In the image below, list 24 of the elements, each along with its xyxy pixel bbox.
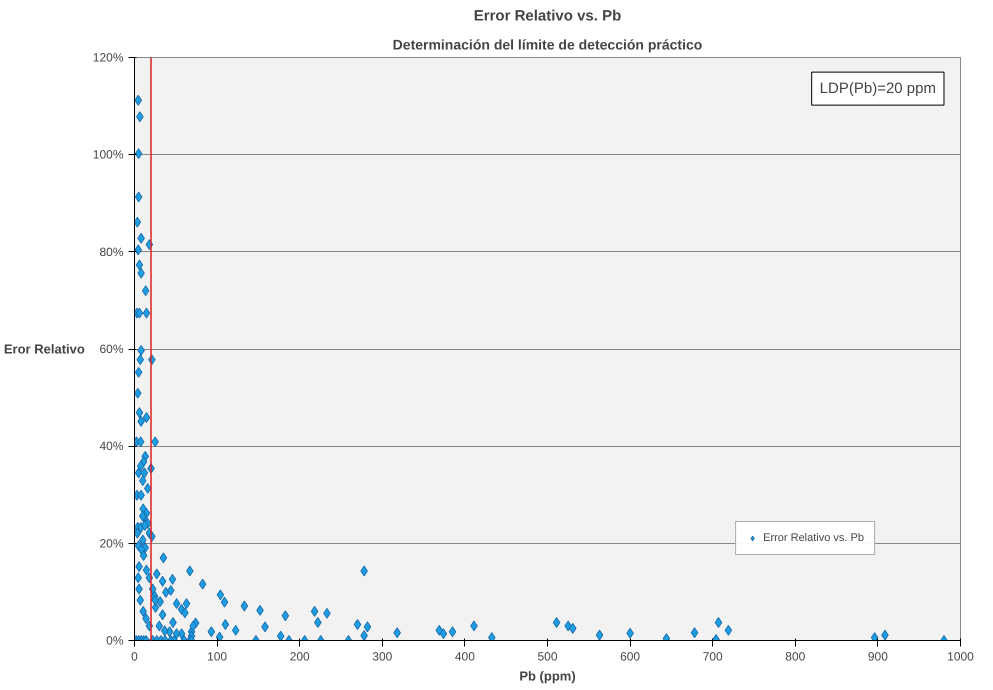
- chart-title: Error Relativo vs. Pb: [474, 8, 622, 24]
- y-tick-label: 120%: [92, 50, 124, 64]
- x-tick-label: 300: [372, 650, 393, 664]
- x-tick-label: 900: [868, 650, 888, 664]
- y-tick-label: 0%: [106, 634, 124, 648]
- annotation: LDP(Pb)=20 ppm: [820, 80, 936, 98]
- x-axis-title: Pb (ppm): [519, 668, 576, 684]
- y-tick-label: 60%: [99, 342, 124, 356]
- y-tick-label: 20%: [99, 536, 124, 550]
- y-tick-label: 100%: [92, 148, 124, 162]
- x-tick-label: 1000: [947, 650, 974, 664]
- y-tick-label: 40%: [99, 439, 124, 454]
- x-tick-label: 100: [207, 650, 228, 664]
- x-tick-label: 500: [537, 650, 558, 664]
- x-tick-label: 800: [785, 650, 806, 664]
- x-tick-label: 600: [620, 650, 640, 664]
- y-axis-title: Eror Relativo: [4, 342, 85, 356]
- x-tick-label: 700: [702, 650, 724, 664]
- chart-subtitle: Determinación del límite de detección práctico: [392, 36, 702, 52]
- x-tick-label: 200: [290, 650, 310, 664]
- y-tick-label: 80%: [99, 244, 124, 259]
- x-tick-label: 400: [454, 650, 476, 664]
- legend-label: Error Relativo vs. Pb: [763, 532, 864, 544]
- x-tick-label: 0: [131, 650, 138, 664]
